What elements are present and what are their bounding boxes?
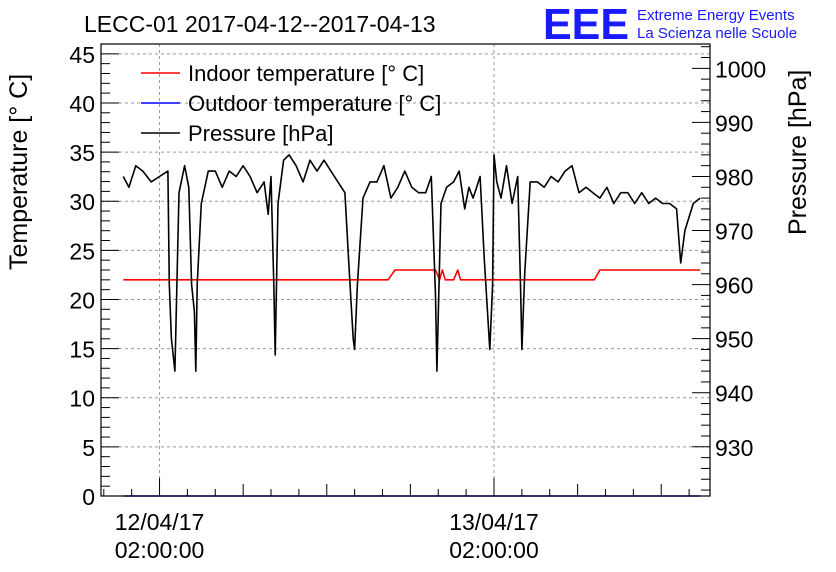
right-tick-label: 980 — [715, 164, 753, 190]
left-axis-label: Temperature [° C] — [5, 74, 33, 270]
x-tick-date: 13/04/17 — [449, 509, 539, 535]
left-tick-label: 15 — [69, 337, 95, 363]
right-tick-label: 960 — [715, 273, 753, 299]
right-tick-label: 1000 — [715, 56, 766, 82]
eee-logo: EEE Extreme Energy Events La Scienza nel… — [543, 0, 797, 49]
legend: Indoor temperature [° C] Outdoor temperat… — [141, 61, 441, 146]
pressure-line — [122, 154, 701, 372]
left-tick-label: 30 — [69, 189, 95, 215]
chart-title: LECC-01 2017-04-12--2017-04-13 — [84, 11, 436, 37]
series-layer — [122, 154, 701, 497]
right-tick-label: 930 — [715, 435, 753, 461]
legend-label: Indoor temperature [° C] — [188, 61, 424, 86]
legend-label: Outdoor temperature [° C] — [188, 91, 441, 116]
left-tick-label: 0 — [82, 484, 95, 510]
left-tick-label: 5 — [82, 435, 95, 461]
legend-label: Pressure [hPa] — [188, 121, 334, 146]
indoor-temperature-line — [123, 269, 701, 281]
right-tick-label: 940 — [715, 381, 753, 407]
right-tick-label: 990 — [715, 110, 753, 136]
left-tick-label: 10 — [69, 386, 95, 412]
eee-logo-line1: Extreme Energy Events — [637, 7, 795, 24]
left-tick-label: 25 — [69, 238, 95, 264]
right-axis: 930 940 950 960 970 980 990 1000 — [692, 46, 766, 491]
left-axis: 0 5 10 15 20 25 30 35 40 45 — [69, 42, 119, 510]
right-tick-label: 950 — [715, 327, 753, 353]
eee-logo-letters: EEE — [543, 0, 629, 49]
right-tick-label: 970 — [715, 219, 753, 245]
x-tick-time: 02:00:00 — [115, 537, 205, 563]
right-axis-label: Pressure [hPa] — [784, 70, 812, 235]
eee-logo-line2: La Scienza nelle Scuole — [637, 25, 797, 42]
left-tick-label: 35 — [69, 140, 95, 166]
left-tick-label: 45 — [69, 42, 95, 68]
x-tick-date: 12/04/17 — [115, 509, 205, 535]
x-tick-time: 02:00:00 — [449, 537, 539, 563]
left-tick-label: 20 — [69, 287, 95, 313]
left-tick-label: 40 — [69, 91, 95, 117]
